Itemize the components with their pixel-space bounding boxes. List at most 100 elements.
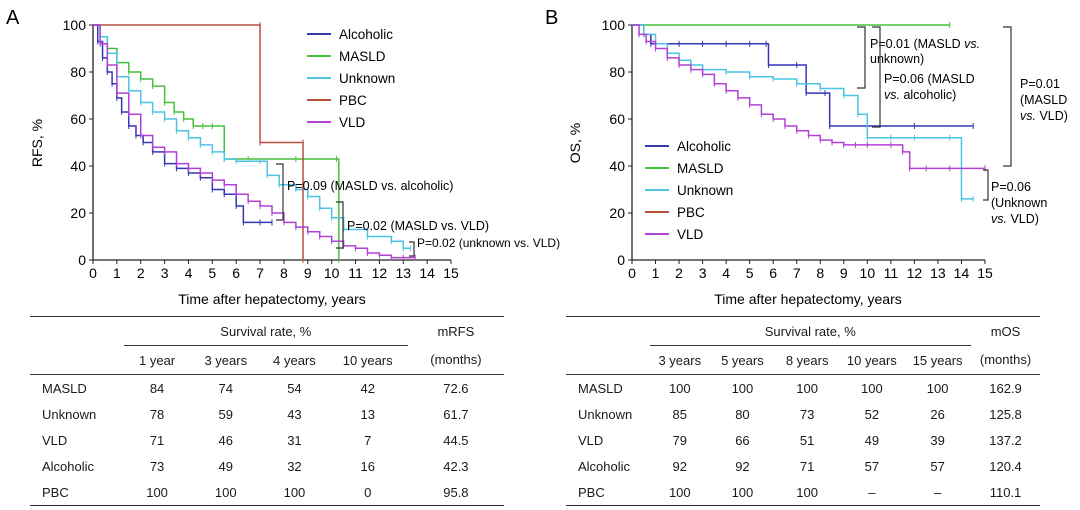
table-cell: 52 bbox=[864, 406, 880, 422]
table-cell: 74 bbox=[218, 380, 233, 396]
x-tick-label: 13 bbox=[395, 265, 411, 281]
table-cell: 100 bbox=[926, 380, 949, 396]
panel-label-b: B bbox=[545, 7, 558, 29]
p-value-annotations: P=0.09 (MASLD vs. alcoholic) P=0.02 (MAS… bbox=[276, 163, 560, 257]
column-header: 8 years bbox=[774, 345, 840, 375]
median-value: 95.8 bbox=[407, 479, 504, 506]
y-axis-label: OS, % bbox=[567, 123, 583, 163]
table-cell: 85 bbox=[672, 406, 688, 422]
y-tick-label: 20 bbox=[609, 205, 625, 221]
x-tick-label: 14 bbox=[419, 265, 435, 281]
table-cell: 100 bbox=[123, 479, 191, 506]
y-tick-label: 100 bbox=[602, 17, 626, 33]
x-tick-label: 11 bbox=[348, 265, 363, 281]
y-tick-label: 80 bbox=[609, 64, 625, 80]
table-row: MASLD 100 100 100 100 100 162.9 bbox=[566, 375, 1040, 402]
table-cell: 49 bbox=[218, 458, 233, 474]
table-row: VLD 71 46 31 7 44.5 bbox=[30, 427, 504, 453]
y-tick-label: 0 bbox=[617, 252, 625, 268]
y-tick-label: 20 bbox=[70, 205, 86, 221]
table-cell: – bbox=[839, 479, 905, 506]
x-tick-label: 0 bbox=[628, 265, 636, 281]
x-tick-label: 8 bbox=[280, 265, 288, 281]
x-tick-label: 5 bbox=[208, 265, 216, 281]
x-tick-label: 10 bbox=[860, 265, 876, 281]
y-tick-label: 40 bbox=[609, 158, 625, 174]
median-value: 162.9 bbox=[989, 380, 1022, 396]
annotation-masld-vs-unknown: P=0.01 (MASLD vs. unknown) bbox=[870, 37, 984, 66]
table-cell: 31 bbox=[287, 432, 302, 448]
row-label: PBC bbox=[30, 479, 124, 506]
row-label: Unknown bbox=[578, 406, 633, 422]
table-cell: 39 bbox=[930, 432, 945, 448]
os-survival-table: Survival rate, % mOS 3 years 5 years 8 y… bbox=[566, 316, 1040, 506]
legend-label: Alcoholic bbox=[677, 139, 731, 154]
column-header: 3 years bbox=[190, 345, 262, 375]
median-value: 44.5 bbox=[443, 432, 469, 448]
median-value: 125.8 bbox=[989, 406, 1022, 422]
x-tick-label: 11 bbox=[884, 265, 899, 281]
table-cell: 66 bbox=[735, 432, 750, 448]
table-row: Alcoholic 73 49 32 16 42.3 bbox=[30, 453, 504, 479]
table-cell: 57 bbox=[930, 458, 945, 474]
x-tick-label: 3 bbox=[699, 265, 707, 281]
x-tick-label: 6 bbox=[232, 265, 240, 281]
table-cell: 7 bbox=[364, 432, 372, 448]
annotation-masld-vs-alcoholic: P=0.09 (MASLD vs. alcoholic) bbox=[287, 179, 453, 193]
legend-label: Unknown bbox=[339, 71, 395, 86]
y-axis-label: RFS, % bbox=[29, 119, 45, 167]
metric-header: mOS bbox=[971, 316, 1040, 346]
table-cell: 100 bbox=[649, 479, 711, 506]
x-tick-label: 10 bbox=[324, 265, 340, 281]
bracket-unknown-vld bbox=[983, 169, 989, 201]
table-row: VLD 79 66 51 49 39 137.2 bbox=[566, 427, 1040, 453]
legend-label: Alcoholic bbox=[339, 27, 393, 42]
x-tick-label: 12 bbox=[907, 265, 923, 281]
x-tick-label: 9 bbox=[840, 265, 848, 281]
table-cell: 100 bbox=[774, 479, 840, 506]
x-tick-label: 12 bbox=[372, 265, 388, 281]
table-cell: 57 bbox=[864, 458, 880, 474]
rfs-chart: A RFS, % Time after hepatectomy, years 0… bbox=[6, 7, 560, 307]
x-axis-label: Time after hepatectomy, years bbox=[178, 291, 366, 307]
x-tick-label: 3 bbox=[161, 265, 169, 281]
y-tick-label: 40 bbox=[70, 158, 86, 174]
metric-unit: (months) bbox=[407, 345, 504, 375]
table-cell: 84 bbox=[149, 380, 165, 396]
bracket-masld-vld bbox=[336, 201, 344, 249]
table-row: PBC 100 100 100– –110.1 bbox=[566, 479, 1040, 506]
x-tick-label: 4 bbox=[185, 265, 193, 281]
table-cell: 100 bbox=[668, 380, 691, 396]
table-cell: – bbox=[904, 479, 972, 506]
legend-label: PBC bbox=[339, 93, 367, 108]
row-label: MASLD bbox=[42, 380, 87, 396]
column-header: 15 years bbox=[904, 345, 972, 375]
rfs-survival-table: Survival rate, % mRFS 1 year 3 years 4 y… bbox=[30, 316, 504, 506]
table-cell: 100 bbox=[710, 479, 775, 506]
table-cell: 46 bbox=[218, 432, 233, 448]
table-cell: 79 bbox=[672, 432, 688, 448]
table-cell: 32 bbox=[287, 458, 302, 474]
median-value: 72.6 bbox=[443, 380, 469, 396]
table-cell: 16 bbox=[360, 458, 375, 474]
table-row: PBC 100 100 100 0 95.8 bbox=[30, 479, 504, 506]
column-header: 3 years bbox=[649, 345, 711, 375]
table-cell: 42 bbox=[360, 380, 375, 396]
x-tick-label: 15 bbox=[977, 265, 993, 281]
figure-canvas: A RFS, % Time after hepatectomy, years 0… bbox=[6, 7, 1068, 307]
column-header: 5 years bbox=[710, 345, 775, 375]
table-cell: 43 bbox=[287, 406, 302, 422]
table-cell: 59 bbox=[218, 406, 233, 422]
p-value-annotations: P=0.01 (MASLD vs. unknown) P=0.06 (MASLD… bbox=[857, 26, 1068, 226]
y-tick-label: 0 bbox=[78, 252, 86, 268]
km-curve-alcoholic bbox=[93, 24, 272, 224]
column-header: 10 years bbox=[839, 345, 905, 375]
table-cell: 92 bbox=[672, 458, 688, 474]
row-label: MASLD bbox=[578, 380, 623, 396]
x-tick-label: 2 bbox=[675, 265, 683, 281]
table-cell: 100 bbox=[190, 479, 262, 506]
bracket-masld-alcoholic bbox=[872, 26, 881, 128]
table-cell: 54 bbox=[287, 380, 302, 396]
x-tick-label: 4 bbox=[722, 265, 730, 281]
x-tick-label: 14 bbox=[954, 265, 970, 281]
